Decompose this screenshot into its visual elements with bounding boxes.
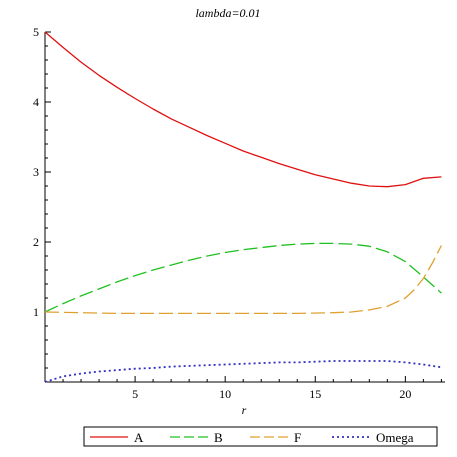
chart-title: lambda=0.01	[195, 6, 260, 20]
series-lines	[44, 31, 442, 383]
ticks: 1 2 3 4 5 5 10 15 20	[33, 25, 442, 401]
x-tick-label: 15	[309, 387, 321, 401]
legend: A B F Omega	[83, 426, 438, 447]
y-tick-label: 2	[33, 235, 39, 249]
legend-label-b: B	[214, 430, 223, 445]
legend-items: A B F Omega	[90, 430, 414, 445]
axes	[44, 32, 445, 383]
series-line-omega	[44, 360, 442, 383]
x-axis-label: r	[242, 403, 247, 417]
legend-box	[83, 426, 438, 447]
series-line-f	[44, 245, 442, 315]
y-tick-label: 4	[33, 95, 39, 109]
legend-label-f: F	[294, 430, 301, 445]
series-line-a	[44, 31, 442, 188]
y-tick-label: 3	[33, 165, 39, 179]
legend-label-omega: Omega	[376, 430, 414, 445]
series-line-b	[44, 242, 442, 313]
x-tick-label: 10	[219, 387, 231, 401]
x-tick-label: 5	[132, 387, 138, 401]
y-tick-label: 1	[33, 305, 39, 319]
legend-label-a: A	[134, 430, 144, 445]
y-tick-label: 5	[33, 25, 39, 39]
x-tick-label: 20	[399, 387, 411, 401]
